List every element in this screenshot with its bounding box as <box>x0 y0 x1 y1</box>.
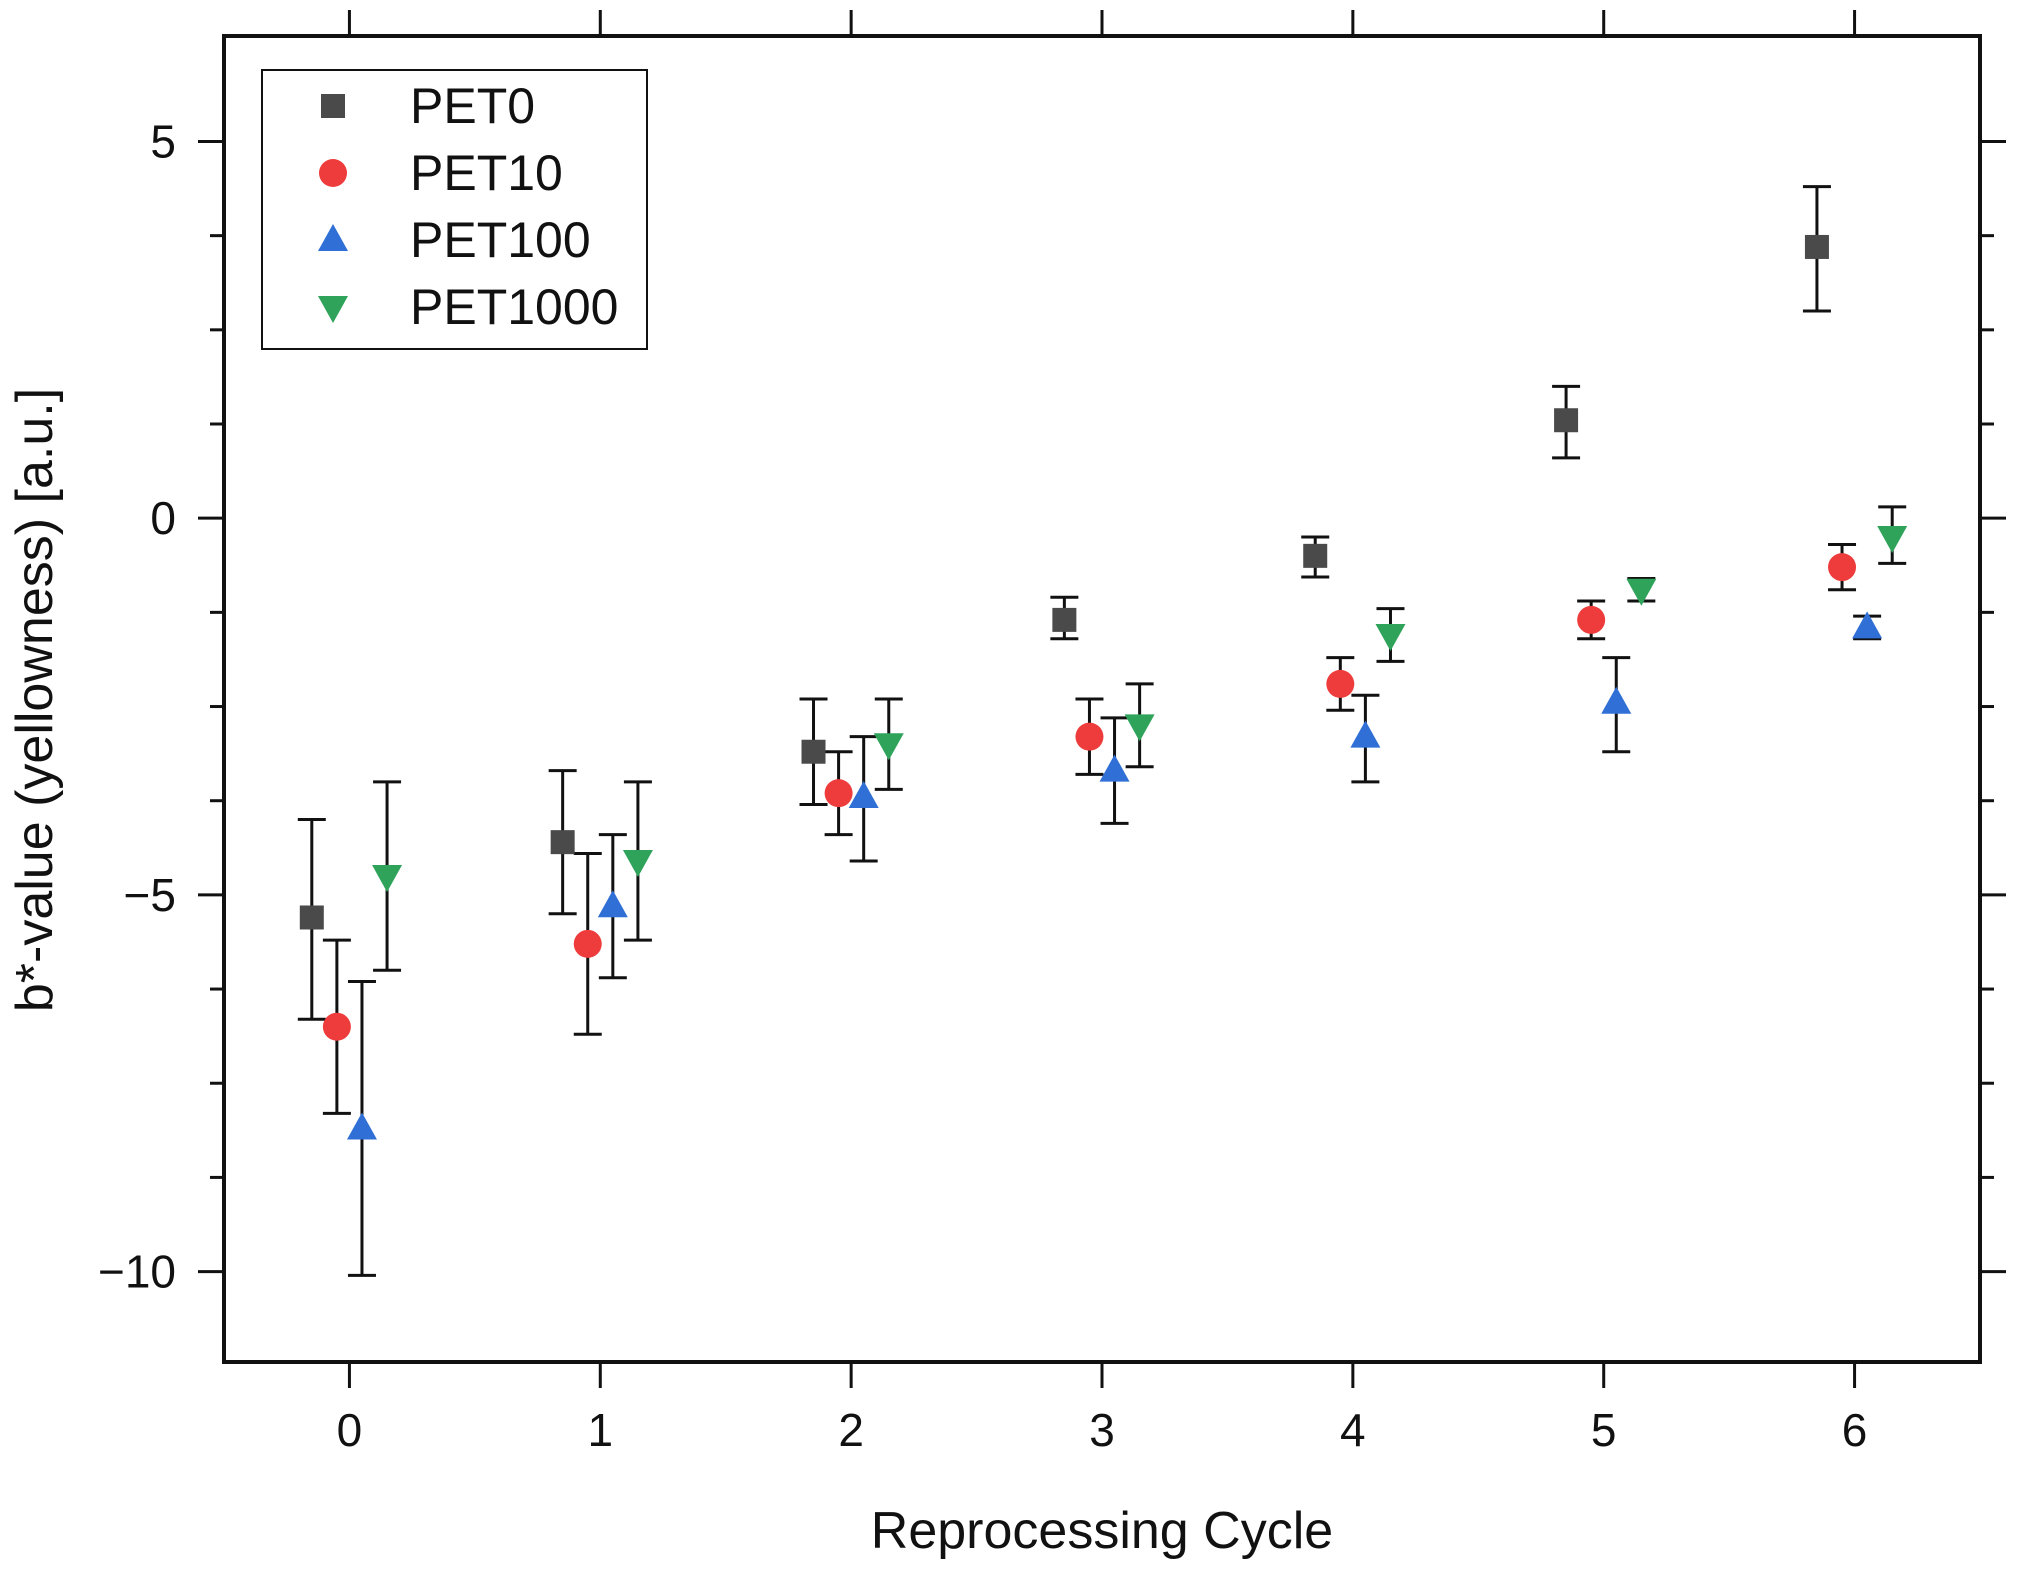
data-point-pet0 <box>1303 543 1328 568</box>
x-tick-label: 2 <box>838 1404 864 1456</box>
data-point-pet100 <box>1350 720 1381 748</box>
y-tick-label: 5 <box>150 115 176 167</box>
y-tick-label: −5 <box>124 869 176 921</box>
data-point-pet0 <box>1554 408 1579 433</box>
data-point-pet10 <box>824 779 853 808</box>
x-tick-label: 4 <box>1340 1404 1366 1456</box>
legend-marker-pet10 <box>319 159 347 187</box>
x-axis-title: Reprocessing Cycle <box>871 1502 1333 1560</box>
data-point-pet0 <box>801 739 826 764</box>
data-point-pet100 <box>597 890 628 918</box>
y-tick-label: 0 <box>150 492 176 544</box>
data-point-pet100 <box>848 780 879 808</box>
y-axis-title: b*-value (yellowness) [a.u.] <box>6 388 64 1012</box>
legend: PET0 PET10 PET100 PET1000 <box>261 69 648 350</box>
data-point-pet100 <box>1601 686 1632 714</box>
data-point-pet0 <box>1804 234 1829 259</box>
data-point-pet100 <box>1852 611 1883 639</box>
legend-marker-pet100 <box>318 224 348 251</box>
y-tick-label: −10 <box>98 1246 176 1298</box>
data-point-pet0 <box>299 905 324 930</box>
data-point-pet10 <box>322 1012 351 1041</box>
data-point-pet10 <box>1075 722 1104 751</box>
x-tick-label: 5 <box>1591 1404 1617 1456</box>
data-point-pet1000 <box>1877 526 1908 554</box>
data-point-pet100 <box>1099 754 1130 782</box>
legend-label: PET10 <box>410 145 563 201</box>
data-point-pet1000 <box>1375 623 1406 651</box>
data-point-pet10 <box>573 929 602 958</box>
data-point-pet1000 <box>622 849 653 877</box>
data-point-pet0 <box>550 830 575 855</box>
data-point-pet10 <box>1326 669 1355 698</box>
x-tick-label: 0 <box>337 1404 363 1456</box>
data-markers <box>299 234 1908 1140</box>
legend-label: PET1000 <box>410 279 618 335</box>
x-tick-label: 6 <box>1842 1404 1868 1456</box>
legend-items: PET0 PET10 PET100 PET1000 <box>318 78 618 335</box>
axis-ticks: 0 1 2 3 4 5 6 −10 −5 0 5 <box>98 10 2006 1456</box>
x-tick-label: 3 <box>1089 1404 1115 1456</box>
legend-marker-pet1000 <box>318 296 348 323</box>
data-point-pet1000 <box>873 733 904 761</box>
data-point-pet1000 <box>372 865 403 893</box>
x-tick-label: 1 <box>587 1404 613 1456</box>
legend-label: PET0 <box>410 78 535 134</box>
legend-marker-pet0 <box>321 94 345 118</box>
data-point-pet0 <box>1052 607 1077 632</box>
data-point-pet10 <box>1828 553 1857 582</box>
data-point-pet10 <box>1577 605 1606 634</box>
legend-label: PET100 <box>410 212 591 268</box>
data-point-pet1000 <box>1626 578 1657 606</box>
data-point-pet100 <box>346 1112 377 1140</box>
data-point-pet1000 <box>1124 714 1155 742</box>
